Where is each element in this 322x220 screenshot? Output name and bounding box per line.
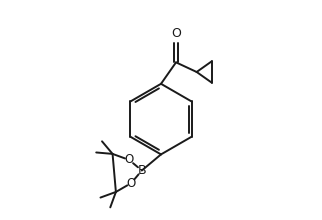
Text: B: B	[137, 164, 146, 177]
Text: O: O	[171, 27, 181, 40]
Text: O: O	[127, 177, 136, 190]
Text: O: O	[125, 154, 134, 167]
